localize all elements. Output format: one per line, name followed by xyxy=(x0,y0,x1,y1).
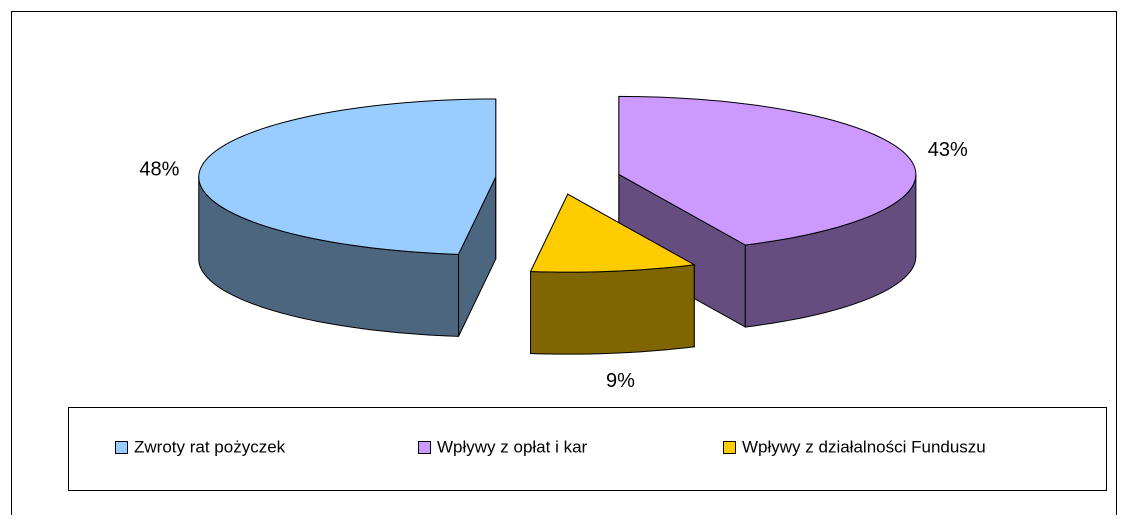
legend-label: Wpływy z działalności Funduszu xyxy=(742,437,986,456)
slice-wall xyxy=(530,264,695,355)
legend-box xyxy=(68,407,1107,491)
data-label: 9% xyxy=(606,370,635,392)
legend-label: Wpływy z opłat i kar xyxy=(437,437,588,456)
legend-swatch xyxy=(723,441,736,454)
slice-top xyxy=(198,98,497,255)
data-label: 43% xyxy=(928,139,968,161)
slice-top xyxy=(529,193,696,273)
legend-swatch xyxy=(115,441,128,454)
legend-swatch xyxy=(418,441,431,454)
data-label: 48% xyxy=(139,158,179,180)
legend-label: Zwroty rat pożyczek xyxy=(134,437,286,456)
slice-top xyxy=(618,95,917,246)
